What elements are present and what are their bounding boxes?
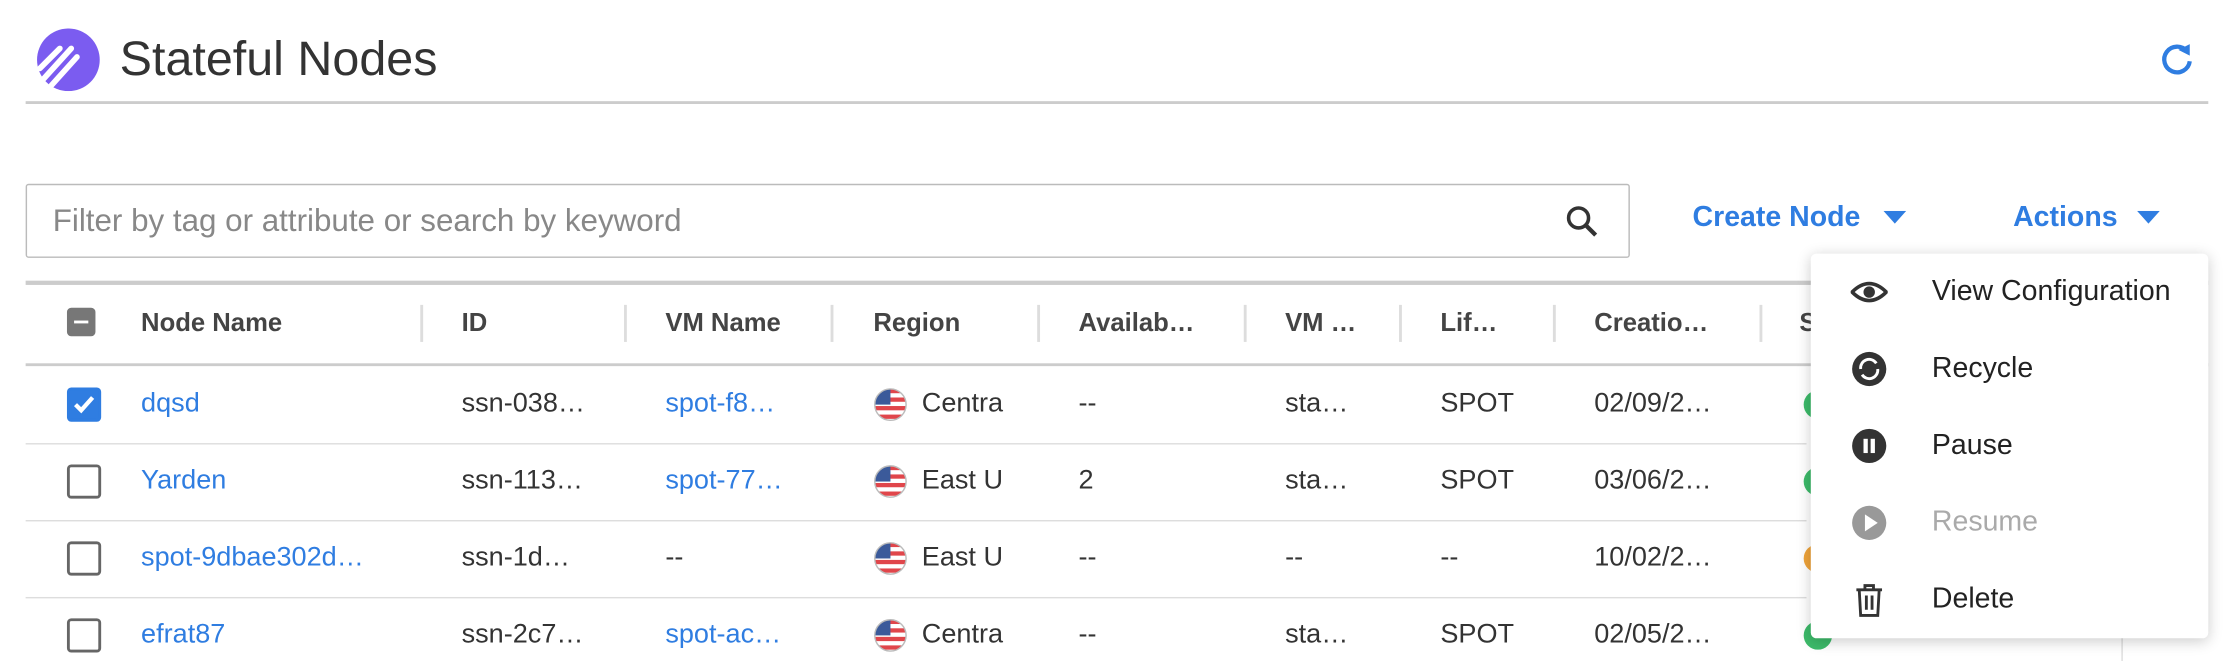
cell: sta… [1285, 465, 1349, 496]
cell: 03/06/2… [1594, 465, 1712, 496]
column-header[interactable]: ID [461, 308, 488, 337]
page-title: Stateful Nodes [119, 32, 438, 87]
cell: Centra [921, 619, 1004, 650]
cell: 02/05/2… [1594, 619, 1712, 650]
cell-link[interactable]: spot-77… [665, 465, 783, 496]
column-header[interactable]: Creatio… [1594, 308, 1709, 337]
cell: sta… [1285, 619, 1349, 650]
cell: ssn-113… [461, 465, 583, 496]
cell: SPOT [1440, 619, 1515, 650]
cell: -- [1078, 542, 1097, 573]
menu-item[interactable]: Recycle [1931, 352, 2034, 384]
caret [1883, 210, 1907, 224]
cell: -- [1078, 619, 1097, 650]
cell: SPOT [1440, 465, 1515, 496]
cell-link[interactable]: dqsd [141, 388, 200, 419]
column-separator [1399, 304, 1402, 342]
cell-link[interactable]: efrat87 [141, 619, 226, 650]
cell: Centra [921, 388, 1004, 419]
logo [37, 28, 100, 92]
menu-item[interactable]: Delete [1931, 583, 2015, 615]
column-header[interactable]: VM … [1285, 308, 1357, 337]
region-flag [873, 464, 907, 498]
column-separator [1552, 304, 1556, 342]
title-divider [25, 101, 2209, 105]
cell: 2 [1078, 465, 1094, 496]
region-flag [873, 618, 907, 652]
row-checkbox[interactable] [66, 541, 102, 576]
menu-icon[interactable] [1851, 581, 1888, 618]
column-separator [1243, 304, 1247, 342]
column-header[interactable]: Lif… [1440, 308, 1498, 337]
column-header[interactable]: Region [873, 308, 961, 337]
cell: ssn-1d… [461, 542, 570, 573]
table-header-border [25, 363, 2209, 367]
row-divider [25, 520, 1807, 522]
menu-item[interactable]: Pause [1931, 429, 2013, 461]
table-top-border [25, 280, 2209, 285]
search-box[interactable]: Filter by tag or attribute or search by … [25, 183, 1630, 258]
create-node-button[interactable]: Create Node [1692, 201, 1861, 233]
column-separator [1759, 304, 1763, 342]
menu-icon[interactable] [1851, 427, 1888, 464]
row-checkbox[interactable] [66, 387, 102, 422]
region-flag [873, 388, 907, 422]
menu-item: Resume [1931, 506, 2039, 538]
menu-icon [1851, 504, 1888, 541]
row-divider [25, 596, 1807, 599]
cell: East U [921, 542, 1004, 573]
row-checkbox[interactable] [66, 618, 102, 653]
cell-link[interactable]: Yarden [141, 465, 227, 496]
row-divider [25, 443, 1807, 445]
actions-menu: View Configuration Recycle Pause Resume Dele… [1810, 253, 2209, 639]
cell: 02/09/2… [1594, 388, 1712, 419]
cell: 10/02/2… [1594, 542, 1712, 573]
cell: ssn-038… [461, 388, 585, 419]
column-header[interactable]: Availab… [1078, 308, 1195, 337]
cell: SPOT [1440, 388, 1515, 419]
column-separator [624, 304, 627, 342]
menu-item[interactable]: View Configuration [1931, 275, 2171, 308]
cell-link[interactable]: spot-f8… [665, 388, 776, 419]
column-header[interactable]: Node Name [141, 308, 283, 337]
cell: sta… [1285, 388, 1349, 419]
column-header[interactable]: VM Name [665, 308, 781, 337]
menu-icon[interactable] [1849, 274, 1889, 311]
cell-link[interactable]: spot-ac… [665, 619, 782, 650]
column-separator [1037, 304, 1041, 342]
cell: -- [665, 542, 684, 573]
row-checkbox[interactable] [66, 464, 102, 499]
cell: East U [921, 465, 1004, 496]
menu-icon[interactable] [1851, 350, 1888, 387]
cell: -- [1078, 388, 1097, 419]
cell: -- [1285, 542, 1304, 573]
column-separator [420, 304, 424, 342]
search-placeholder: Filter by tag or attribute or search by … [52, 202, 682, 238]
search-icon[interactable] [1566, 205, 1600, 239]
cell: -- [1440, 542, 1459, 573]
caret [2137, 210, 2160, 224]
actions-button[interactable]: Actions [2013, 201, 2118, 233]
select-all-checkbox[interactable] [66, 307, 96, 337]
cell: ssn-2c7… [461, 619, 584, 650]
refresh-button[interactable] [2158, 40, 2195, 77]
cell-link[interactable]: spot-9dbae302d… [141, 542, 364, 573]
column-separator [830, 304, 834, 342]
region-flag [873, 541, 907, 575]
